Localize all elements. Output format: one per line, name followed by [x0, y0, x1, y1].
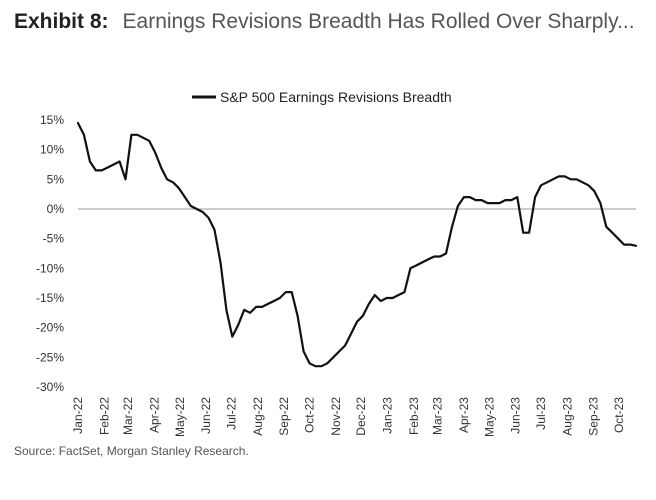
y-tick-label: 15% — [40, 113, 64, 127]
x-tick-label: May-23 — [482, 397, 496, 437]
y-tick-label: 0% — [47, 202, 65, 216]
x-tick-label: Dec-22 — [354, 397, 368, 436]
x-tick-label: Jul-22 — [224, 397, 238, 430]
legend-label: S&P 500 Earnings Revisions Breadth — [220, 89, 452, 105]
y-tick-label: -5% — [43, 232, 65, 246]
x-tick-label: May-22 — [173, 397, 187, 437]
x-tick-label: Aug-22 — [251, 397, 265, 436]
x-tick-label: Oct-23 — [612, 397, 626, 433]
y-tick-label: -20% — [36, 321, 64, 335]
x-tick-label: Apr-23 — [457, 397, 471, 433]
x-tick-label: Sep-22 — [277, 397, 291, 436]
x-tick-label: Sep-23 — [587, 397, 601, 436]
x-tick-label: Feb-22 — [97, 397, 111, 435]
x-tick-label: Mar-23 — [431, 397, 445, 435]
y-tick-label: 5% — [47, 172, 65, 186]
x-tick-label: Oct-22 — [303, 397, 317, 433]
x-tick-label: Jun-22 — [199, 397, 213, 434]
x-tick-label: Aug-23 — [560, 397, 574, 436]
series-line — [76, 121, 638, 368]
y-tick-label: -25% — [36, 350, 64, 364]
y-tick-label: -30% — [36, 380, 64, 394]
source-note: Source: FactSet, Morgan Stanley Research… — [14, 444, 249, 458]
y-tick-label: 10% — [40, 143, 64, 157]
x-tick-label: Nov-22 — [329, 397, 343, 436]
y-tick-label: -15% — [36, 291, 64, 305]
x-tick-label: Feb-23 — [407, 397, 421, 435]
x-tick-label: Jun-23 — [509, 397, 523, 434]
exhibit-label: Exhibit 8: — [14, 10, 109, 33]
chart-title: Exhibit 8: Earnings Revisions Breadth Has… — [14, 4, 644, 40]
exhibit-title: Earnings Revisions Breadth Has Rolled Ov… — [122, 10, 635, 33]
line-chart: 15% 10% 5% 0% -5% -10% -15% -20% -25% -30% Jan-22 F… — [36, 89, 638, 437]
y-tick-label: -10% — [36, 261, 64, 275]
x-tick-label: Jan-22 — [71, 397, 85, 434]
x-tick-label: Mar-22 — [121, 397, 135, 435]
x-tick-label: Jul-23 — [534, 397, 548, 430]
x-tick-label: Apr-22 — [147, 397, 161, 433]
x-tick-label: Jan-23 — [381, 397, 395, 434]
